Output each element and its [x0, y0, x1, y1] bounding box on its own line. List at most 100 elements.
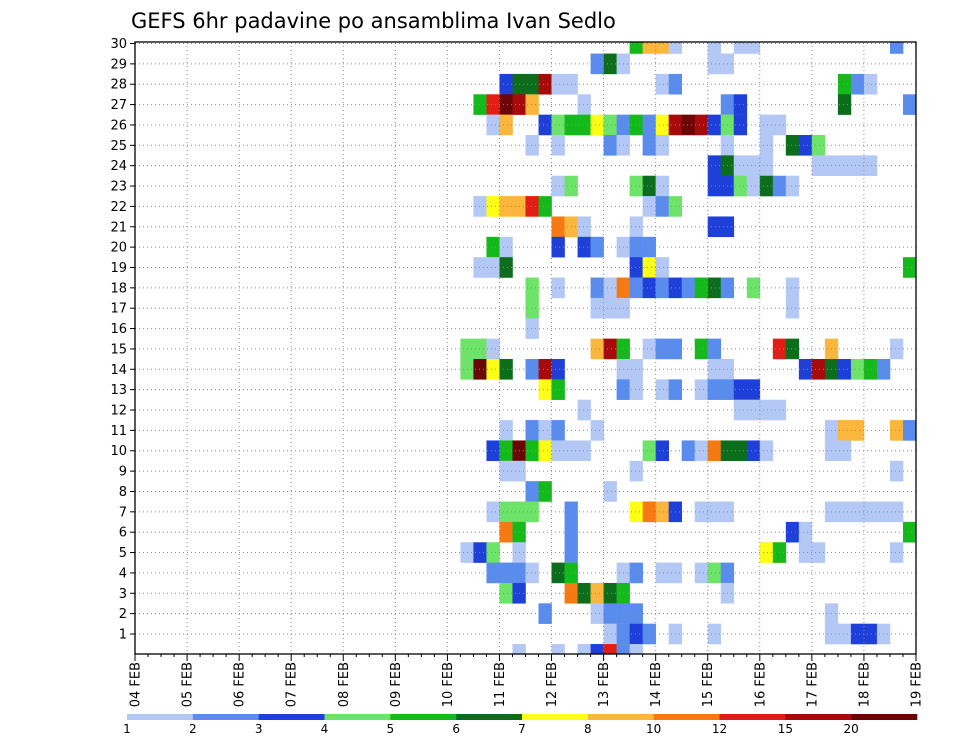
x-tick-label: 19 FEB: [910, 662, 925, 707]
heatmap-cell: [499, 236, 513, 258]
heatmap-cell: [655, 379, 669, 400]
heatmap-cell: [499, 521, 513, 543]
heatmap-cell: [785, 297, 800, 319]
heatmap-cell: [525, 277, 539, 299]
heatmap-cell: [746, 440, 761, 462]
heatmap-cell: [603, 338, 617, 360]
heatmap-cell: [590, 236, 604, 258]
heatmap-cell: [538, 358, 552, 380]
y-tick-label: 22: [110, 200, 127, 215]
heatmap-cell: [538, 379, 552, 400]
heatmap-cell: [863, 501, 878, 523]
heatmap-cell: [551, 236, 565, 258]
heatmap-cell: [707, 562, 722, 584]
y-tick-label: 1: [119, 628, 127, 643]
y-tick-label: 15: [110, 342, 127, 357]
x-tick-label: 16 FEB: [753, 662, 768, 707]
heatmap-cell: [642, 623, 656, 645]
heatmap-cell: [525, 196, 539, 217]
x-tick-label: 14 FEB: [649, 662, 664, 707]
heatmap-cell: [694, 338, 709, 360]
x-tick-label: 10 FEB: [441, 662, 456, 707]
heatmap-cell: [590, 114, 604, 136]
heatmap-cell: [746, 379, 761, 400]
heatmap-cell: [473, 196, 487, 217]
heatmap-cell: [811, 135, 826, 156]
heatmap-cell: [707, 216, 722, 238]
heatmap-cell: [499, 358, 513, 380]
heatmap-cell: [733, 94, 748, 115]
heatmap-cell: [889, 501, 904, 523]
heatmap-cell: [707, 440, 722, 462]
colorbar-swatch: [258, 714, 325, 720]
heatmap-cell: [837, 155, 852, 176]
heatmap-cell: [759, 542, 774, 563]
heatmap-cell: [642, 236, 656, 258]
heatmap-cell: [863, 155, 878, 176]
colorbar-label: 15: [778, 722, 793, 736]
heatmap-cell: [499, 420, 513, 441]
heatmap-cell: [681, 277, 696, 299]
heatmap-cell: [811, 358, 826, 380]
heatmap-cell: [603, 582, 617, 604]
heatmap-cell: [499, 582, 513, 604]
heatmap-cell: [759, 440, 774, 462]
heatmap-cell: [759, 399, 774, 421]
heatmap-cell: [486, 562, 500, 584]
colorbar-swatch: [522, 714, 589, 720]
heatmap-cell: [863, 73, 878, 95]
y-tick-label: 7: [119, 505, 127, 520]
heatmap-cell: [785, 521, 800, 543]
heatmap-cell: [538, 603, 552, 624]
heatmap-cell: [629, 358, 643, 380]
heatmap-cell: [629, 216, 643, 238]
x-tick-label: 13 FEB: [597, 662, 612, 707]
heatmap-cell: [603, 481, 617, 502]
heatmap-cell: [499, 73, 513, 95]
heatmap-cell: [577, 114, 591, 136]
heatmap-cell: [525, 94, 539, 115]
heatmap-cell: [850, 358, 865, 380]
heatmap-cell: [850, 420, 865, 441]
colorbar-swatch: [127, 714, 194, 720]
colorbar-swatch: [653, 714, 720, 720]
heatmap-cell: [642, 196, 656, 217]
heatmap-cell: [525, 562, 539, 584]
heatmap-cell: [590, 53, 604, 75]
heatmap-cell: [590, 420, 604, 441]
colorbar-label: 4: [321, 722, 329, 736]
heatmap-cell: [655, 501, 669, 523]
heatmap-cell: [746, 42, 761, 54]
heatmap-cell: [707, 42, 722, 54]
heatmap-cell: [499, 562, 513, 584]
heatmap-cell: [733, 42, 748, 54]
y-tick-label: 5: [119, 546, 127, 561]
heatmap-cell: [655, 42, 669, 54]
heatmap-cell: [486, 358, 500, 380]
heatmap-cell: [499, 94, 513, 115]
heatmap-cell: [486, 196, 500, 217]
y-tick-label: 28: [110, 78, 127, 93]
heatmap-cell: [629, 603, 643, 624]
y-tick-label: 20: [110, 241, 127, 256]
heatmap-cell: [590, 644, 604, 654]
heatmap-cell: [707, 623, 722, 645]
heatmap-cell: [655, 73, 669, 95]
heatmap-cell: [642, 42, 656, 54]
heatmap-cell: [746, 277, 761, 299]
x-tick-label: 04 FEB: [129, 662, 144, 707]
x-tick-label: 12 FEB: [545, 662, 560, 707]
heatmap-cell: [707, 53, 722, 75]
heatmap-cell: [629, 277, 643, 299]
heatmap-cell: [837, 358, 852, 380]
heatmap-cell: [499, 114, 513, 136]
heatmap-cell: [889, 42, 904, 54]
heatmap-cell: [785, 135, 800, 156]
heatmap-cell: [681, 440, 696, 462]
heatmap-cell: [798, 135, 813, 156]
heatmap-cell: [902, 521, 917, 543]
heatmap-cell: [473, 338, 487, 360]
heatmap-cell: [746, 175, 761, 197]
heatmap-cell: [538, 420, 552, 441]
